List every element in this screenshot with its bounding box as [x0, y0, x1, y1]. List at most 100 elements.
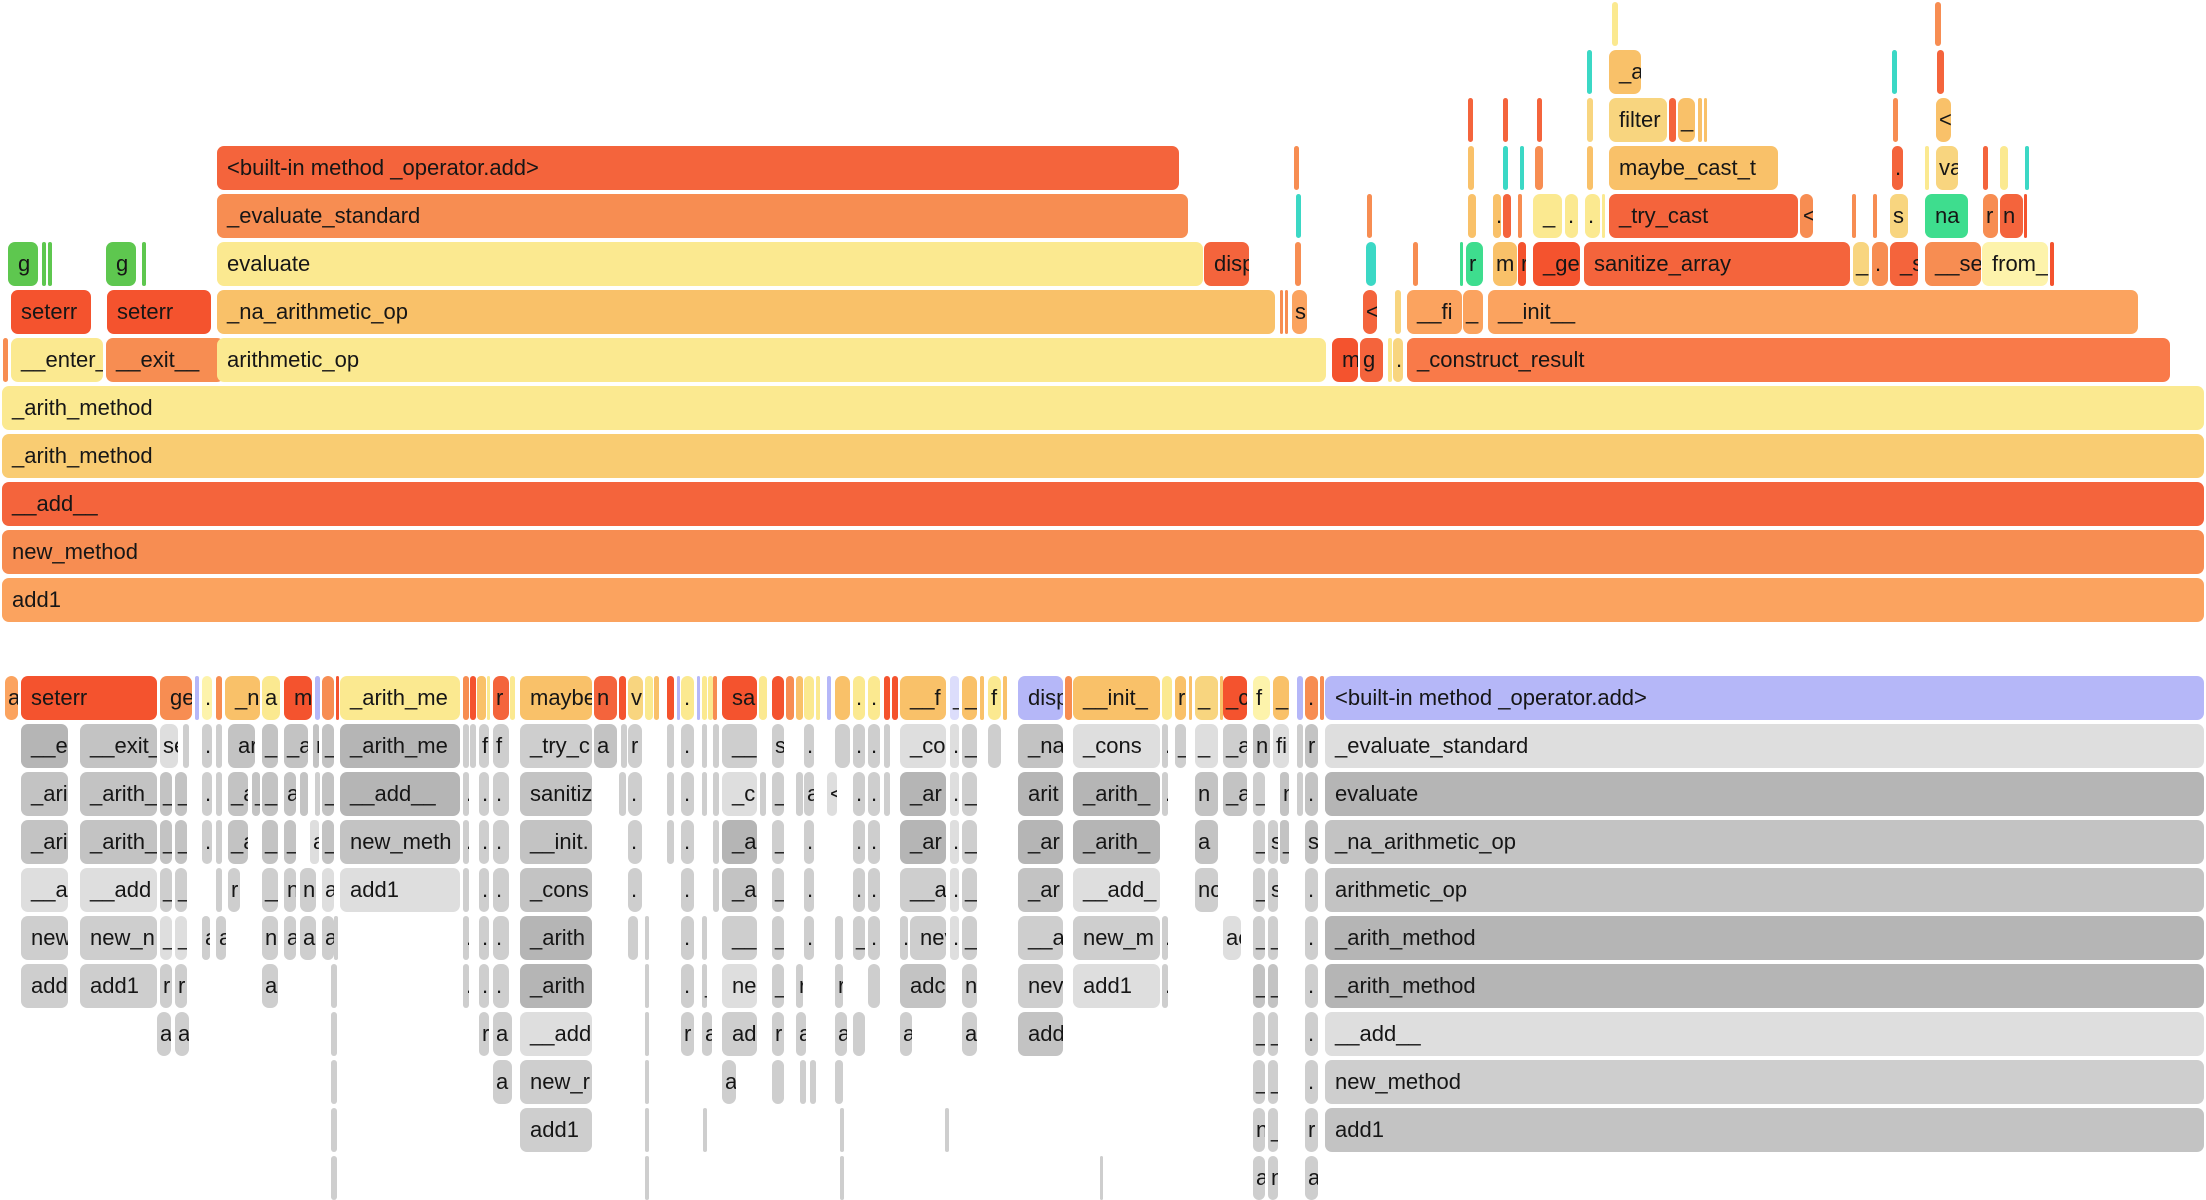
flame-frame[interactable]: a [796, 1012, 806, 1056]
flame-frame[interactable]: _a [1223, 772, 1247, 816]
flame-frame[interactable]: . [804, 724, 814, 768]
flame-frame[interactable]: _na [1018, 724, 1063, 768]
flame-frame[interactable] [1698, 98, 1702, 142]
flame-frame[interactable]: . [1393, 338, 1403, 382]
flame-frame[interactable]: fi [1273, 724, 1289, 768]
flame-frame[interactable]: r [1305, 724, 1318, 768]
flame-frame[interactable]: . [950, 724, 959, 768]
flame-frame[interactable] [463, 676, 469, 720]
flame-frame[interactable]: _ [1253, 820, 1265, 864]
flame-frame[interactable]: . [1585, 194, 1600, 238]
flame-frame[interactable] [463, 724, 469, 768]
flame-frame[interactable]: _arith_ [1073, 772, 1160, 816]
flame-frame[interactable]: r [681, 1012, 694, 1056]
flame-frame[interactable] [1297, 772, 1303, 816]
flame-frame[interactable]: n [2000, 194, 2023, 238]
flame-frame[interactable]: _ [1268, 916, 1278, 960]
flame-frame[interactable]: . [202, 724, 212, 768]
flame-frame[interactable] [1367, 194, 1372, 238]
flame-frame[interactable]: _ [175, 868, 187, 912]
flame-frame[interactable] [713, 868, 719, 912]
flame-frame[interactable] [1100, 1156, 1103, 1200]
flame-frame[interactable]: _ [322, 724, 334, 768]
flame-frame[interactable]: s [1268, 868, 1278, 912]
flame-frame[interactable]: new_n [80, 916, 157, 960]
flame-frame[interactable]: add1 [340, 868, 460, 912]
flame-frame[interactable]: . [868, 820, 880, 864]
flame-frame[interactable]: __init. [520, 820, 592, 864]
flame-frame[interactable]: __er [21, 724, 68, 768]
flame-frame[interactable]: . [868, 724, 880, 768]
flame-frame[interactable] [1413, 242, 1418, 286]
flame-frame[interactable] [315, 772, 320, 816]
flame-frame[interactable]: r [796, 964, 803, 1008]
flame-frame[interactable]: m [1493, 242, 1517, 286]
flame-frame[interactable]: new_ [21, 916, 68, 960]
flame-frame[interactable]: _ [962, 820, 977, 864]
flame-frame[interactable]: add1 [21, 964, 68, 1008]
flame-frame[interactable] [1537, 98, 1542, 142]
flame-frame[interactable]: _try_cast [1609, 194, 1798, 238]
flame-frame[interactable]: a [493, 1012, 512, 1056]
flame-frame[interactable] [322, 676, 334, 720]
flame-frame[interactable]: . [681, 916, 694, 960]
flame-frame[interactable]: . [202, 772, 212, 816]
flame-frame[interactable]: . [1305, 964, 1318, 1008]
flame-frame[interactable]: _ [1253, 772, 1265, 816]
flame-frame[interactable]: s [1292, 290, 1307, 334]
flame-frame[interactable]: . [202, 820, 212, 864]
flame-frame[interactable]: _a [228, 772, 248, 816]
flame-frame[interactable]: m [284, 676, 312, 720]
flame-frame[interactable]: _ [175, 820, 187, 864]
flame-frame[interactable]: __ [722, 724, 757, 768]
flame-frame[interactable]: add1 [80, 964, 157, 1008]
flame-frame[interactable]: f [493, 724, 509, 768]
flame-frame[interactable]: . [950, 820, 959, 864]
flame-frame[interactable]: _ [252, 772, 260, 816]
flame-frame[interactable] [840, 1108, 844, 1152]
flame-frame[interactable] [1468, 98, 1473, 142]
flame-frame[interactable]: _a [1223, 724, 1247, 768]
flame-frame[interactable] [1297, 724, 1303, 768]
flame-frame[interactable] [1852, 194, 1856, 238]
flame-frame[interactable]: r [313, 724, 319, 768]
flame-frame[interactable]: arithmetic_op [1325, 868, 2204, 912]
flame-frame[interactable]: _ [322, 772, 334, 816]
flame-frame[interactable]: _a [722, 868, 757, 912]
flame-frame[interactable] [336, 676, 339, 720]
flame-frame[interactable]: ne [722, 964, 757, 1008]
flame-frame[interactable]: _ [772, 868, 784, 912]
flame-frame[interactable] [2025, 146, 2029, 190]
flame-frame[interactable] [645, 1108, 649, 1152]
flame-frame[interactable]: . [479, 820, 489, 864]
flame-frame[interactable] [667, 676, 674, 720]
flame-frame[interactable]: _a [722, 820, 757, 864]
flame-frame[interactable]: sa [722, 676, 757, 720]
flame-frame[interactable]: . [463, 820, 469, 864]
flame-frame[interactable] [1503, 194, 1511, 238]
flame-frame[interactable]: _ [702, 964, 707, 1008]
flame-frame[interactable]: __fi [1407, 290, 1462, 334]
flame-frame[interactable]: maybe_cast_t [1609, 146, 1778, 190]
flame-frame[interactable]: <built-in method _operator.add> [1325, 676, 2204, 720]
flame-frame[interactable]: n [594, 676, 617, 720]
flame-frame[interactable]: < [827, 772, 837, 816]
flame-frame[interactable] [331, 1108, 337, 1152]
flame-frame[interactable]: . [900, 916, 908, 960]
flame-frame[interactable] [645, 676, 653, 720]
flame-frame[interactable]: . [493, 964, 509, 1008]
flame-frame[interactable] [853, 1012, 865, 1056]
flame-frame[interactable]: . [1305, 1012, 1318, 1056]
flame-frame[interactable]: . [681, 820, 694, 864]
flame-frame[interactable]: _ar [1018, 820, 1063, 864]
flame-frame[interactable]: _evaluate_standard [1325, 724, 2204, 768]
flame-frame[interactable]: _arit [21, 820, 68, 864]
flame-frame[interactable]: r [1175, 676, 1186, 720]
flame-frame[interactable]: . [1162, 724, 1168, 768]
flame-frame[interactable]: a [284, 772, 296, 816]
flame-frame[interactable]: a [157, 1012, 171, 1056]
flame-frame[interactable]: _na_arithmetic_op [217, 290, 1275, 334]
flame-frame[interactable]: add1 [520, 1108, 592, 1152]
flame-frame[interactable]: _ [962, 868, 977, 912]
flame-frame[interactable] [3, 338, 8, 382]
